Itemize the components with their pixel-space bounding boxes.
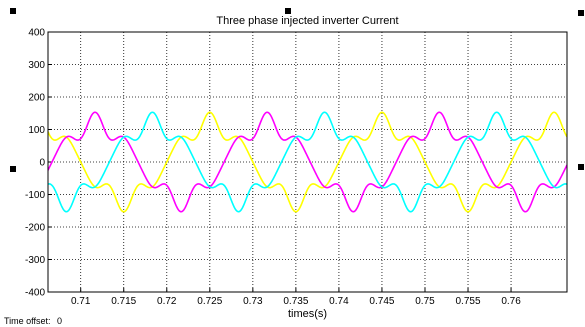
time-offset-value: 0 <box>57 316 63 326</box>
x-tick-label: 0.745 <box>369 296 394 307</box>
resize-handle-middle-left[interactable] <box>10 166 16 172</box>
y-tick-label: 300 <box>28 60 45 71</box>
y-tick-label: 0 <box>39 158 45 169</box>
series-layer <box>48 111 567 213</box>
x-tick-label: 0.725 <box>197 296 222 307</box>
resize-handle-top-left[interactable] <box>10 8 16 14</box>
x-tick-label: 0.75 <box>415 296 435 307</box>
x-tick-label: 0.74 <box>329 296 349 307</box>
y-tick-labels: 400 300 200 100 0 -100 -200 -300 -400 <box>25 28 45 299</box>
resize-handle-top-center[interactable] <box>285 8 291 14</box>
time-offset-label: Time offset: <box>4 316 51 326</box>
x-tick-label: 0.72 <box>157 296 177 307</box>
y-tick-label: -400 <box>25 288 45 299</box>
y-tick-label: 200 <box>28 93 45 104</box>
y-tick-label: -100 <box>25 190 45 201</box>
axes-frame <box>47 31 568 293</box>
series-line-2 <box>48 111 567 213</box>
resize-handle-top-right[interactable] <box>578 10 584 16</box>
series-line-3 <box>48 111 567 213</box>
y-tick-label: 400 <box>28 28 45 39</box>
x-tick-label: 0.755 <box>456 296 481 307</box>
y-tick-label: -300 <box>25 255 45 266</box>
y-tick-label: 100 <box>28 125 45 136</box>
x-tick-labels: 0.71 0.715 0.72 0.725 0.73 0.735 0.74 0.745 0.75… <box>71 296 521 307</box>
resize-handle-middle-right[interactable] <box>578 164 584 170</box>
x-tick-label: 0.735 <box>283 296 308 307</box>
series-line-1 <box>48 111 567 213</box>
x-axis-label: times(s) <box>288 308 327 320</box>
x-tick-label: 0.73 <box>243 296 263 307</box>
x-tick-label: 0.76 <box>501 296 521 307</box>
x-tick-label: 0.71 <box>71 296 91 307</box>
chart-title: Three phase injected inverter Current <box>216 15 398 27</box>
y-tick-label: -200 <box>25 223 45 234</box>
time-offset-readout: Time offset: 0 <box>4 316 66 326</box>
x-tick-label: 0.715 <box>111 296 136 307</box>
